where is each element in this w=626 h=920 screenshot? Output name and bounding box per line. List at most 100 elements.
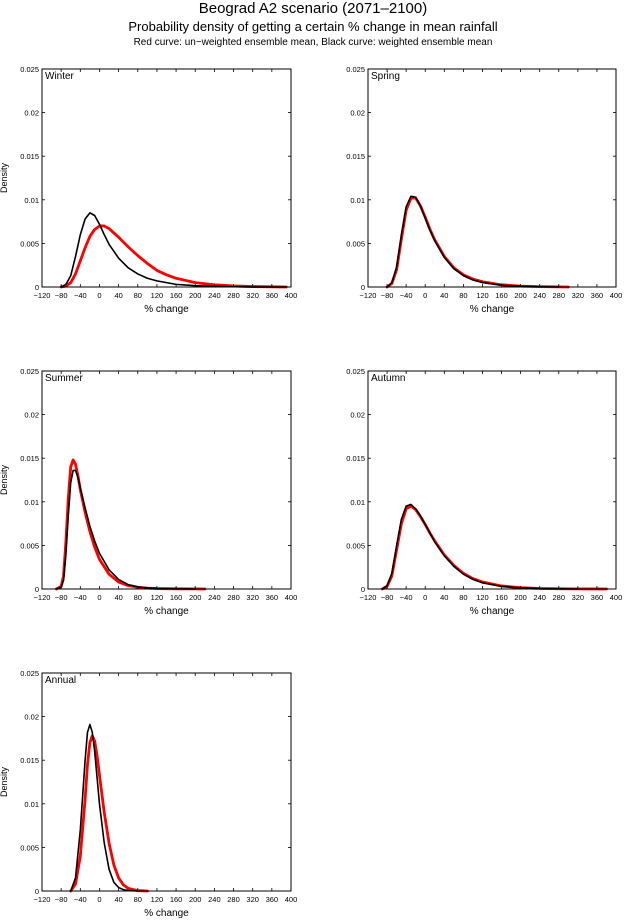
x-tick-label: 240 — [208, 895, 221, 904]
unweighted-curve — [59, 224, 288, 289]
y-tick-label: 0.025 — [20, 65, 39, 74]
y-tick-label: 0.005 — [20, 541, 39, 550]
x-tick-label: −120 — [34, 291, 51, 300]
y-tick-label: 0.01 — [24, 800, 39, 809]
x-tick-label: 320 — [572, 593, 585, 602]
x-tick-label: 280 — [227, 593, 240, 602]
x-tick-label: 40 — [440, 593, 448, 602]
x-tick-label: 40 — [440, 291, 448, 300]
y-tick-label: 0.025 — [20, 669, 39, 678]
axes-frame — [41, 68, 292, 288]
x-tick-label: 240 — [208, 593, 221, 602]
x-tick-label: 40 — [114, 895, 122, 904]
y-tick-label: 0.02 — [24, 109, 39, 118]
x-tick-label: 240 — [208, 291, 221, 300]
x-tick-label: 240 — [533, 593, 546, 602]
y-tick-label: 0.005 — [20, 239, 39, 248]
x-tick-label: 200 — [189, 291, 202, 300]
legend-note: Red curve: un−weighted ensemble mean, Bl… — [133, 37, 493, 48]
panel-summer: −120 −80 −40 0 40 80 120 160 200 240 280 320 360 400 0… — [0, 367, 297, 617]
x-tick-label: −120 — [360, 593, 377, 602]
y-axis-label: Density — [0, 464, 9, 495]
weighted-curve — [381, 503, 579, 590]
unweighted-curve — [69, 734, 149, 893]
panel-label: Annual — [45, 675, 76, 686]
weighted-curve — [386, 195, 560, 288]
x-tick-label: 0 — [97, 895, 101, 904]
panel-spring: −120 −80 −40 0 40 80 120 160 200 240 280 320 360 400 0… — [346, 65, 622, 315]
axes-frame — [41, 370, 292, 590]
weighted-curve — [69, 723, 139, 892]
y-tick-label: 0 — [361, 283, 365, 292]
x-tick-label: 280 — [553, 593, 566, 602]
x-tick-label: 400 — [610, 291, 623, 300]
x-tick-label: 120 — [151, 291, 164, 300]
x-tick-label: 360 — [266, 593, 279, 602]
y-tick-label: 0 — [35, 887, 39, 896]
x-tick-label: 120 — [151, 593, 164, 602]
x-tick-label: 160 — [495, 593, 508, 602]
unweighted-curve — [385, 196, 570, 289]
x-tick-label: 320 — [246, 291, 259, 300]
x-tick-label: −80 — [55, 593, 68, 602]
x-tick-label: 80 — [134, 593, 142, 602]
x-tick-label: 200 — [189, 895, 202, 904]
x-tick-label: −40 — [400, 593, 413, 602]
weighted-curve — [55, 469, 197, 590]
x-tick-label: 80 — [134, 291, 142, 300]
y-tick-label: 0.025 — [20, 367, 39, 376]
x-tick-label: −120 — [360, 291, 377, 300]
y-tick-label: 0.02 — [350, 109, 365, 118]
x-tick-label: 360 — [266, 291, 279, 300]
x-tick-label: −120 — [34, 593, 51, 602]
x-tick-label: −80 — [55, 895, 68, 904]
figure-subtitle: Probability density of getting a certain… — [128, 19, 498, 34]
x-tick-label: 400 — [610, 593, 623, 602]
x-axis-label: % change — [144, 908, 189, 919]
x-tick-label: −40 — [74, 895, 87, 904]
x-tick-label: 0 — [97, 593, 101, 602]
x-tick-label: 160 — [170, 291, 183, 300]
x-tick-label: −40 — [74, 291, 87, 300]
panel-label: Summer — [45, 373, 83, 384]
y-tick-label: 0.01 — [350, 498, 365, 507]
x-axis-label: % change — [144, 304, 189, 315]
y-tick-label: 0.015 — [20, 756, 39, 765]
x-tick-label: 320 — [246, 895, 259, 904]
x-tick-label: 200 — [514, 593, 527, 602]
y-tick-label: 0.025 — [346, 367, 365, 376]
x-tick-label: −120 — [34, 895, 51, 904]
x-tick-label: 80 — [459, 593, 467, 602]
y-tick-label: 0.015 — [20, 454, 39, 463]
x-tick-label: 40 — [114, 593, 122, 602]
y-tick-label: 0.025 — [346, 65, 365, 74]
axes-frame — [367, 68, 617, 288]
x-tick-label: 360 — [591, 593, 604, 602]
x-tick-label: 360 — [266, 895, 279, 904]
x-tick-label: −80 — [55, 291, 68, 300]
axes-frame — [367, 370, 617, 590]
x-tick-label: 320 — [572, 291, 585, 300]
y-tick-label: 0.005 — [346, 541, 365, 550]
panel-winter: −120 −80 −40 0 40 80 120 160 200 240 280 320 360 400 0… — [0, 65, 297, 315]
x-tick-label: 160 — [495, 291, 508, 300]
x-tick-label: 80 — [459, 291, 467, 300]
panel-label: Spring — [371, 71, 400, 82]
x-tick-label: 280 — [553, 291, 566, 300]
y-tick-label: 0.02 — [24, 713, 39, 722]
y-tick-label: 0.015 — [20, 152, 39, 161]
x-tick-label: 120 — [151, 895, 164, 904]
panel-annual: −120 −80 −40 0 40 80 120 160 200 240 280 320 360 400 0… — [0, 669, 297, 919]
y-tick-label: 0 — [35, 283, 39, 292]
y-tick-label: 0.02 — [350, 411, 365, 420]
y-tick-label: 0.015 — [346, 152, 365, 161]
x-tick-label: 160 — [170, 895, 183, 904]
x-tick-label: 80 — [134, 895, 142, 904]
x-tick-label: 40 — [114, 291, 122, 300]
y-tick-label: 0.005 — [346, 239, 365, 248]
x-tick-label: 400 — [285, 895, 298, 904]
y-tick-label: 0.015 — [346, 454, 365, 463]
y-tick-label: 0.01 — [350, 196, 365, 205]
weighted-curve — [60, 212, 288, 288]
